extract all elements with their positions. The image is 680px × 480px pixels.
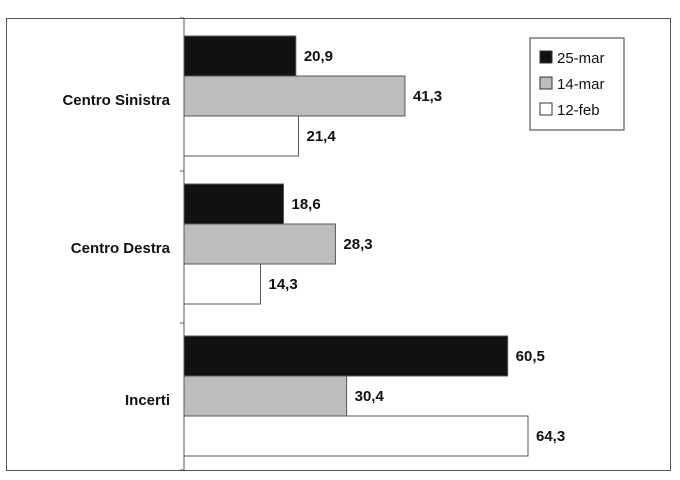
data-label-incerti-25-mar: 60,5 bbox=[516, 348, 545, 365]
legend-label-25-mar: 25-mar bbox=[557, 50, 605, 67]
bar-centro-sinistra-25-mar bbox=[183, 35, 297, 77]
data-label-centro-destra-12-feb: 14,3 bbox=[269, 276, 298, 293]
bar-centro-destra-12-feb bbox=[183, 263, 262, 305]
data-label-incerti-14-mar: 30,4 bbox=[355, 388, 385, 405]
category-label-centro-sinistra: Centro Sinistra bbox=[62, 92, 170, 109]
legend-swatch-25-mar bbox=[539, 50, 553, 64]
data-label-incerti-12-feb: 64,3 bbox=[536, 428, 565, 445]
legend-swatch-14-mar bbox=[539, 76, 553, 90]
data-label-centro-destra-25-mar: 18,6 bbox=[292, 196, 321, 213]
legend-label-12-feb: 12-feb bbox=[557, 102, 600, 119]
bar-centro-sinistra-14-mar bbox=[183, 75, 406, 117]
data-label-centro-destra-14-mar: 28,3 bbox=[343, 236, 372, 253]
bar-incerti-14-mar bbox=[183, 375, 348, 417]
bar-incerti-12-feb bbox=[183, 415, 529, 457]
legend-swatch-12-feb bbox=[539, 102, 553, 116]
data-label-centro-sinistra-12-feb: 21,4 bbox=[306, 128, 336, 145]
bar-centro-sinistra-12-feb bbox=[183, 115, 299, 157]
data-label-centro-sinistra-14-mar: 41,3 bbox=[413, 88, 442, 105]
bar-centro-destra-25-mar bbox=[183, 183, 285, 225]
legend-label-14-mar: 14-mar bbox=[557, 76, 605, 93]
category-label-centro-destra: Centro Destra bbox=[71, 240, 171, 257]
data-label-centro-sinistra-25-mar: 20,9 bbox=[304, 48, 333, 65]
bar-incerti-25-mar bbox=[183, 335, 509, 377]
category-label-incerti: Incerti bbox=[125, 392, 170, 409]
bar-centro-destra-14-mar bbox=[183, 223, 336, 265]
